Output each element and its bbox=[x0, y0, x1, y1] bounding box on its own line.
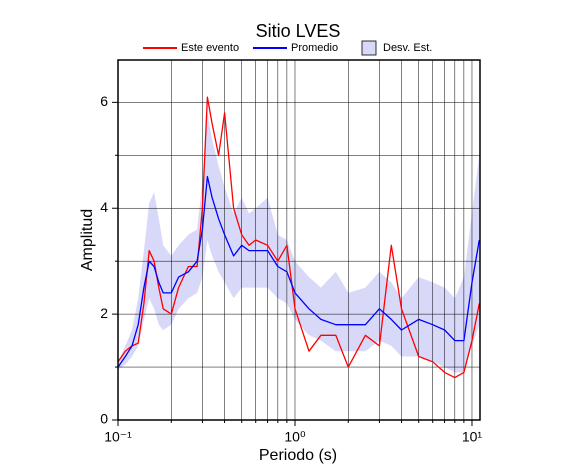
legend-label: Este evento bbox=[181, 42, 239, 54]
y-tick-label: 4 bbox=[100, 199, 108, 215]
std-band bbox=[118, 112, 480, 373]
legend-swatch bbox=[361, 40, 377, 56]
data-line bbox=[117, 175, 480, 368]
y-tick-label: 2 bbox=[100, 305, 108, 321]
x-axis-label: Periodo (s) bbox=[259, 447, 337, 464]
x-tick-label: 10¹ bbox=[462, 429, 483, 445]
x-tick-label: 10⁻¹ bbox=[104, 429, 132, 445]
x-tick-label: 10⁰ bbox=[284, 429, 306, 445]
y-axis-label: Amplitud bbox=[79, 209, 96, 271]
legend-label: Desv. Est. bbox=[383, 42, 432, 54]
legend-label: Promedio bbox=[291, 42, 338, 54]
y-tick-label: 0 bbox=[100, 411, 108, 427]
chart-title: Sitio LVES bbox=[256, 21, 341, 41]
y-tick-label: 6 bbox=[100, 93, 108, 109]
plot-frame bbox=[117, 59, 481, 421]
